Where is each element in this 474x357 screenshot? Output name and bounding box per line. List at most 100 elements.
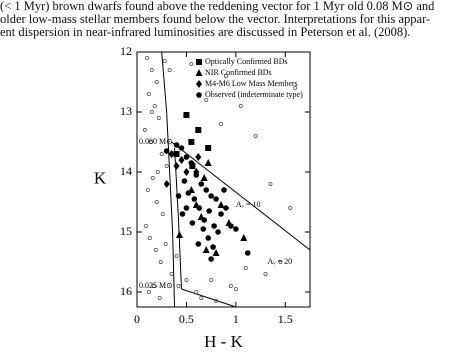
triangle-marker [212,249,220,256]
annotation: Aᵥ = 10 [236,200,261,209]
diamond-marker [196,80,202,88]
open-marker [167,68,172,73]
caption-line: older low-mass stellar members found bel… [0,12,431,26]
open-marker [151,283,156,288]
diamond-marker [183,168,190,176]
open-marker [263,271,268,276]
diamond-marker [168,150,175,158]
x-axis-label: H - K [204,332,243,351]
annotation: 0.025 M⊙ [139,281,173,290]
circle-marker [183,205,190,211]
legend-label: NIR Confirmed BDs [205,68,272,77]
plot [142,52,310,307]
legend-label: Observed (indeterminate type) [205,90,303,99]
open-marker [228,283,233,288]
open-marker [169,271,174,276]
diamond-marker [193,168,200,176]
open-marker [146,92,151,97]
triangle-marker [204,159,212,166]
open-marker [209,277,214,282]
circle-marker [200,226,207,232]
open-marker [142,127,147,132]
open-marker [278,259,283,264]
diamond-marker [195,153,202,161]
y-tick-label: 16 [120,284,132,298]
x-tick-label: 1.5 [278,312,293,326]
open-marker [145,187,150,192]
open-marker [164,163,169,168]
open-marker [243,265,248,270]
legend-label: M4-M6 Low Mass Members [205,79,298,88]
plot-frame [136,51,311,308]
square-marker [205,145,212,151]
circle-marker [205,235,211,241]
open-marker [176,283,181,288]
open-marker [155,169,160,174]
square-marker [173,151,180,157]
open-marker [152,104,157,109]
triangle-marker [200,174,208,181]
diamond-marker [163,180,170,188]
circle-marker [206,208,212,214]
circle-marker [179,211,186,217]
open-marker [153,247,158,252]
open-marker [219,122,224,127]
circle-marker [211,223,217,229]
open-marker [223,74,228,79]
open-marker [160,211,165,216]
x-tick-label: 0.5 [179,312,194,326]
triangle-marker [225,219,233,226]
circle-marker [175,193,182,199]
open-marker [158,259,163,264]
open-marker [154,199,159,204]
open-marker [162,59,167,64]
open-marker [148,139,153,144]
triangle-marker [192,201,200,208]
model-line [174,147,182,290]
triangle-marker [176,231,184,238]
triangle-marker [217,201,225,208]
open-marker [253,133,258,138]
model-line [161,52,176,307]
y-tick-label: 14 [120,164,132,178]
square-marker [188,139,195,145]
diamond-marker [173,162,180,170]
y-tick-label: 12 [120,44,132,58]
open-marker [184,277,189,282]
diamond-marker [178,156,185,164]
open-marker [156,116,161,121]
annotation: Aᵥ = 20 [267,257,292,266]
y-tick-label: 15 [120,224,132,238]
circle-marker [191,196,198,202]
open-marker [146,289,151,294]
open-marker [143,223,148,228]
triangle-marker [187,186,195,193]
circle-marker [163,148,170,154]
circle-marker [196,92,202,98]
open-marker [154,80,159,85]
y-axis-label: K [94,168,107,187]
open-marker [149,110,154,115]
open-marker [144,56,149,61]
open-marker [194,289,199,294]
caption-line: ent dispersion in near-infrared luminosi… [0,25,411,39]
triangle-marker [202,246,210,253]
y-tick-label: 13 [120,104,132,118]
open-marker [174,253,179,258]
open-marker [147,235,152,240]
open-marker [268,181,273,186]
circle-marker [215,229,221,235]
open-marker [159,151,164,156]
circle-marker [195,241,202,247]
circle-marker [189,220,196,226]
circle-marker [233,226,239,232]
circle-marker [208,256,214,262]
circle-marker [213,196,219,202]
x-tick-label: 0 [134,312,140,326]
circle-marker [181,178,188,184]
model-line [171,141,310,251]
legend-label: Optically Confirmed BDs [205,57,288,66]
caption: (< 1 Myr) brown dwarfs found above the r… [0,0,474,39]
